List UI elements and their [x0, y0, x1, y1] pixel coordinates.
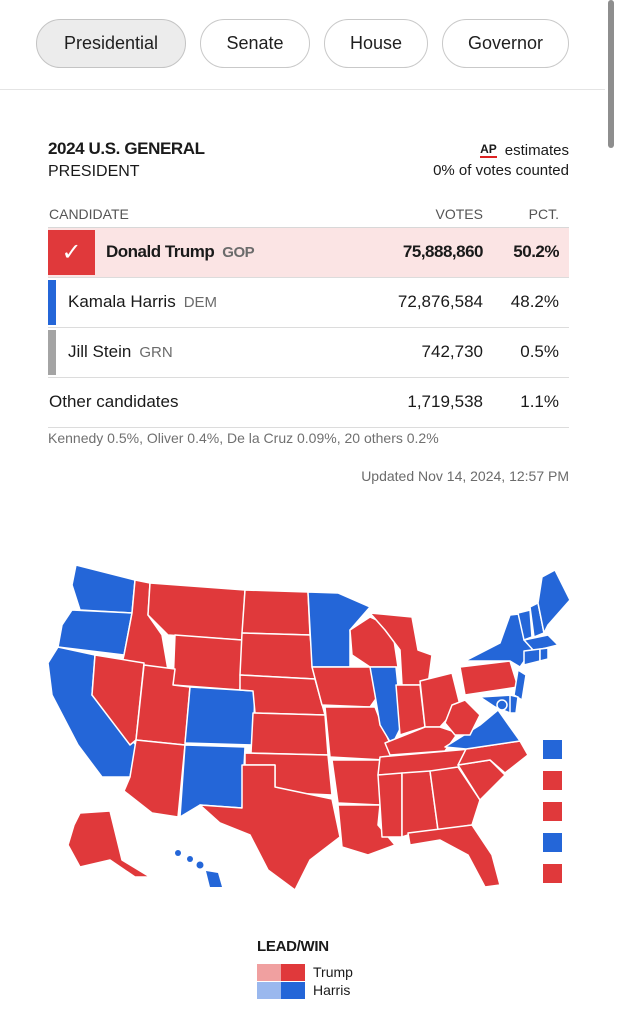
state-square[interactable] [543, 771, 562, 790]
table-header: CANDIDATE VOTES PCT. [48, 204, 569, 228]
header-divider [0, 89, 605, 90]
legend-row-harris: Harris [257, 981, 353, 999]
state-wa[interactable] [71, 564, 136, 614]
state-ri[interactable] [539, 647, 549, 662]
tab-house[interactable]: House [324, 19, 428, 68]
vote-count: 75,888,860 [402, 242, 484, 261]
state-mt[interactable] [147, 582, 246, 641]
estimates-label: estimates [504, 142, 569, 159]
state-square[interactable] [543, 833, 562, 852]
state-fl[interactable] [407, 824, 501, 888]
party-label: GRN [139, 344, 173, 361]
state-co[interactable] [184, 686, 256, 746]
legend-row-trump: Trump [257, 963, 353, 981]
candidate-name: Other candidates [49, 392, 179, 411]
state-dc[interactable] [496, 699, 508, 711]
state-nd[interactable] [241, 589, 311, 636]
state-square[interactable] [543, 802, 562, 821]
state-va[interactable] [444, 709, 521, 750]
candidate-name: Jill Stein GRN [68, 342, 173, 361]
state-hi[interactable] [175, 850, 222, 887]
ap-logo: AP [480, 142, 497, 158]
legend-title: LEAD/WIN [257, 938, 329, 955]
state-tx[interactable] [199, 764, 341, 891]
table-row-stein[interactable]: Jill Stein GRN 742,730 0.5% [48, 328, 569, 378]
state-wy[interactable] [172, 634, 243, 691]
table-row-harris[interactable]: Kamala Harris DEM 72,876,584 48.2% [48, 278, 569, 328]
updated-timestamp: Updated Nov 14, 2024, 12:57 PM [361, 468, 569, 484]
state-ak[interactable] [67, 810, 151, 878]
party-label: DEM [183, 294, 218, 311]
state-vt[interactable] [517, 609, 533, 641]
tab-presidential[interactable]: Presidential [36, 19, 186, 68]
vote-pct: 0.5% [520, 342, 559, 361]
trump-win-swatch [281, 963, 305, 981]
map-legend: Trump Harris [257, 963, 353, 999]
candidate-name: Kamala Harris DEM [68, 292, 218, 311]
tab-governor[interactable]: Governor [442, 19, 569, 68]
harris-win-swatch [281, 981, 305, 999]
results-table: CANDIDATE VOTES PCT. ✓ Donald Trump GOP 7… [48, 204, 569, 428]
us-electoral-map[interactable] [40, 555, 575, 895]
state-wv[interactable] [444, 699, 481, 736]
scrollbar[interactable] [608, 0, 614, 148]
table-row-other[interactable]: Other candidates 1,719,538 1.1% [48, 378, 569, 428]
vote-pct: 1.1% [520, 392, 559, 411]
vote-pct: 48.2% [510, 292, 559, 311]
small-state-squares [543, 740, 562, 895]
header-pct: PCT. [528, 206, 559, 222]
party-color-bar [48, 280, 56, 325]
state-de[interactable] [509, 694, 519, 714]
others-breakdown: Kennedy 0.5%, Oliver 0.4%, De la Cruz 0.… [48, 430, 439, 446]
state-ga[interactable] [429, 766, 481, 831]
vote-count: 72,876,584 [397, 292, 483, 311]
race-subtitle: PRESIDENT [48, 163, 140, 180]
votes-counted: 0% of votes counted [433, 162, 569, 179]
vote-pct: 50.2% [513, 242, 559, 261]
table-row-trump[interactable]: ✓ Donald Trump GOP 75,888,860 50.2% [48, 228, 569, 278]
state-ia[interactable] [311, 666, 381, 708]
party-color-bar [48, 330, 56, 375]
state-ms[interactable] [377, 772, 403, 838]
state-or[interactable] [57, 609, 133, 656]
winner-check-icon: ✓ [48, 230, 95, 275]
state-nv[interactable] [91, 654, 145, 746]
trump-lead-swatch [257, 963, 281, 981]
ap-estimates[interactable]: AP estimates [480, 142, 569, 159]
harris-lead-swatch [257, 981, 281, 999]
party-label: GOP [222, 244, 255, 261]
vote-count: 1,719,538 [407, 392, 483, 411]
race-title: 2024 U.S. GENERAL [48, 139, 205, 158]
state-ma[interactable] [523, 634, 559, 652]
header-candidate: CANDIDATE [49, 206, 129, 222]
state-ct[interactable] [523, 648, 541, 666]
candidate-name: Donald Trump GOP [106, 242, 255, 261]
tab-senate[interactable]: Senate [200, 19, 310, 68]
state-square[interactable] [543, 864, 562, 883]
state-square[interactable] [543, 740, 562, 759]
race-type-tabs: Presidential Senate House Governor [36, 19, 569, 68]
state-nj[interactable] [513, 669, 527, 701]
header-votes: VOTES [435, 206, 483, 222]
state-pa[interactable] [459, 660, 519, 696]
legend-label-harris: Harris [313, 982, 351, 998]
state-ks[interactable] [250, 712, 329, 756]
legend-label-trump: Trump [313, 964, 353, 980]
vote-count: 742,730 [421, 342, 483, 361]
state-sd[interactable] [239, 632, 316, 680]
state-me[interactable] [537, 569, 571, 634]
state-ar[interactable] [331, 759, 386, 806]
